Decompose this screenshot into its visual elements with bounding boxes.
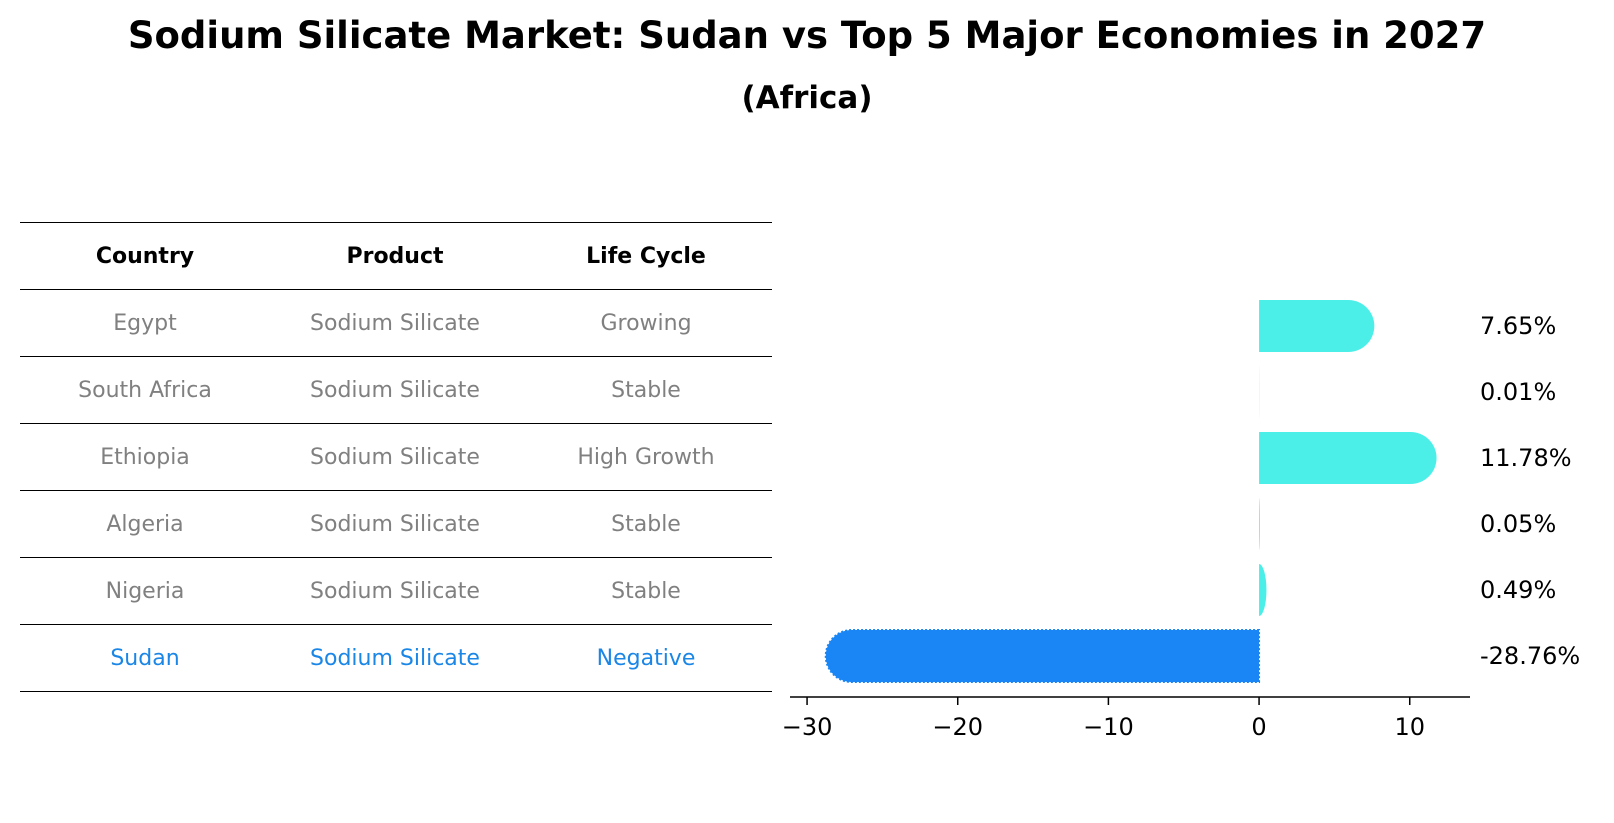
data-label-south-africa: 0.01% <box>1480 378 1556 406</box>
x-tick-label: 0 <box>1251 713 1266 741</box>
cell-product: Sodium Silicate <box>270 289 520 357</box>
cell-product: Sodium Silicate <box>270 423 520 491</box>
data-label-nigeria: 0.49% <box>1480 576 1556 604</box>
chart-title: Sodium Silicate Market: Sudan vs Top 5 M… <box>127 14 1487 57</box>
bar-egypt <box>1259 300 1375 352</box>
data-label-algeria: 0.05% <box>1480 510 1556 538</box>
cell-country: Algeria <box>20 490 270 558</box>
cell-product: Sodium Silicate <box>270 490 520 558</box>
table-row: Nigeria Sodium Silicate Stable <box>20 557 772 625</box>
x-tick-label: −30 <box>782 713 833 741</box>
table-row-highlighted: Sudan Sodium Silicate Negative <box>20 624 772 692</box>
cell-life-cycle: Stable <box>520 356 772 424</box>
cell-country: Sudan <box>20 624 270 692</box>
bar-nigeria <box>1259 564 1267 616</box>
cell-product: Sodium Silicate <box>270 356 520 424</box>
table-row: Egypt Sodium Silicate Growing <box>20 289 772 357</box>
x-tick-label: 10 <box>1394 713 1425 741</box>
header-country: Country <box>20 222 270 290</box>
bar-algeria <box>1259 498 1260 550</box>
table-header-row: Country Product Life Cycle <box>20 222 772 290</box>
cell-product: Sodium Silicate <box>270 624 520 692</box>
cell-life-cycle: Stable <box>520 557 772 625</box>
data-label-ethiopia: 11.78% <box>1480 444 1572 472</box>
bar-ethiopia <box>1259 432 1437 484</box>
bar-sudan <box>824 629 1261 683</box>
cell-life-cycle: Negative <box>520 624 772 692</box>
header-life-cycle: Life Cycle <box>520 222 772 290</box>
table-row: Algeria Sodium Silicate Stable <box>20 490 772 558</box>
cell-life-cycle: Stable <box>520 490 772 558</box>
cell-life-cycle: Growing <box>520 289 772 357</box>
chart-subtitle: (Africa) <box>741 80 873 116</box>
data-label-sudan: -28.76% <box>1480 642 1580 670</box>
cell-country: South Africa <box>20 356 270 424</box>
data-label-egypt: 7.65% <box>1480 312 1556 340</box>
x-tick-label: −10 <box>1083 713 1134 741</box>
header-product: Product <box>270 222 520 290</box>
cell-country: Nigeria <box>20 557 270 625</box>
x-tick-label: −20 <box>932 713 983 741</box>
cell-country: Egypt <box>20 289 270 357</box>
cell-product: Sodium Silicate <box>270 557 520 625</box>
table-row: South Africa Sodium Silicate Stable <box>20 356 772 424</box>
cell-country: Ethiopia <box>20 423 270 491</box>
data-table: Country Product Life Cycle Egypt Sodium … <box>20 222 772 692</box>
cell-life-cycle: High Growth <box>520 423 772 491</box>
table-row: Ethiopia Sodium Silicate High Growth <box>20 423 772 491</box>
bar-chart: 7.65% 0.01% 11.78% 0.05% 0.49% -28.76% −30 −20 −… <box>782 300 1580 741</box>
